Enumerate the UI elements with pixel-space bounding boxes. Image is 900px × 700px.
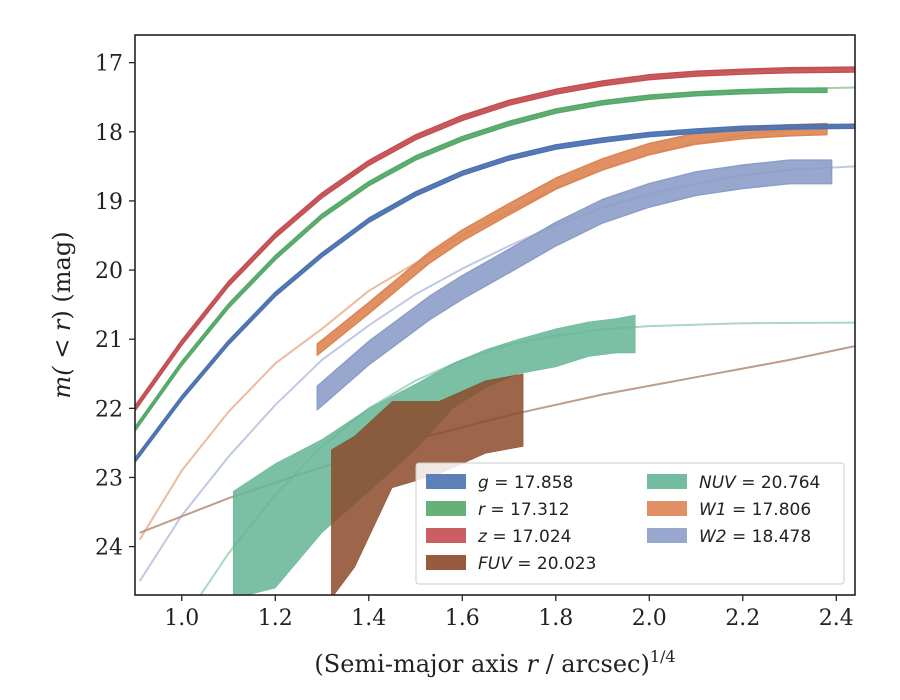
profile-band-fuv xyxy=(331,373,524,595)
y-axis-label: m( < r) (mag) xyxy=(48,231,76,398)
x-axis-label: (Semi-major axis r / arcsec)1/4 xyxy=(314,647,675,678)
legend-swatch-w1 xyxy=(647,501,687,516)
y-tick-label: 21 xyxy=(95,328,123,353)
legend-label-fuv: FUV = 20.023 xyxy=(478,554,596,574)
y-tick-label: 22 xyxy=(95,397,123,422)
axis-ticks: 1.0 1.2 1.4 1.6 1.8 2.0 2.2 2.4 17 18 19 20 21 22 23 24 xyxy=(95,52,854,631)
x-tick-label: 1.8 xyxy=(538,606,573,631)
profile-band-w2 xyxy=(316,159,833,411)
y-tick-label: 18 xyxy=(95,121,123,146)
legend-label-z: z = 17.024 xyxy=(477,527,571,547)
profile-band-z xyxy=(135,66,855,412)
plot-data-layer xyxy=(135,66,855,595)
legend-swatch-r xyxy=(426,501,466,516)
profile-band-g xyxy=(135,123,855,464)
x-tick-label: 2.2 xyxy=(725,606,760,631)
x-tick-label: 1.2 xyxy=(258,606,293,631)
legend-label-nuv: NUV = 20.764 xyxy=(699,473,820,493)
legend-label-r: r = 17.312 xyxy=(478,500,570,520)
legend: g = 17.858 NUV = 20.764 r = 17.312 W1 = 17.… xyxy=(415,462,845,585)
y-tick-label: 24 xyxy=(95,536,123,561)
y-tick-label: 19 xyxy=(95,190,123,215)
legend-label-g: g = 17.858 xyxy=(478,473,573,493)
legend-label-w1: W1 = 17.806 xyxy=(699,500,811,520)
x-tick-label: 2.0 xyxy=(632,606,667,631)
y-tick-label: 17 xyxy=(95,52,123,77)
legend-swatch-g xyxy=(426,474,466,489)
legend-swatch-w2 xyxy=(647,528,687,543)
legend-label-w2: W2 = 18.478 xyxy=(699,527,811,547)
y-tick-label: 20 xyxy=(95,259,123,284)
profile-band-r xyxy=(135,87,828,432)
x-tick-label: 2.4 xyxy=(819,606,854,631)
legend-swatch-nuv xyxy=(647,474,687,489)
legend-swatch-z xyxy=(426,528,466,543)
plot-frame xyxy=(134,34,856,596)
x-tick-label: 1.4 xyxy=(351,606,386,631)
x-tick-label: 1.6 xyxy=(445,606,480,631)
profile-band-w1 xyxy=(316,122,828,356)
x-tick-label: 1.0 xyxy=(164,606,199,631)
y-tick-label: 23 xyxy=(95,466,123,491)
legend-box xyxy=(415,462,845,585)
legend-swatch-fuv xyxy=(426,555,466,570)
